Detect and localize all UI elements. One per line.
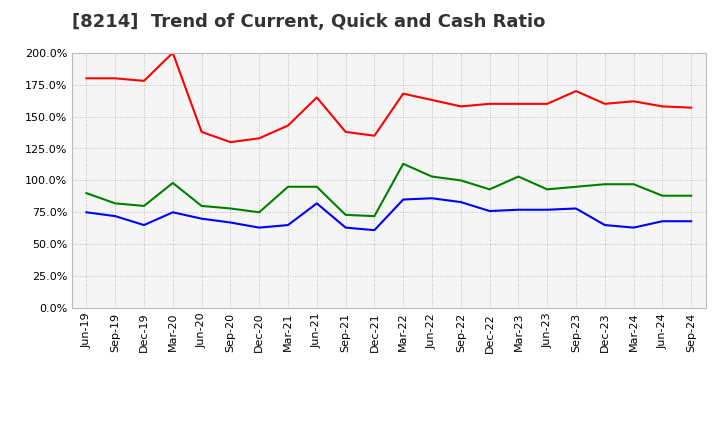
Quick Ratio	[341, 212, 350, 217]
Current Ratio	[572, 88, 580, 94]
Quick Ratio	[370, 213, 379, 219]
Quick Ratio	[456, 178, 465, 183]
Quick Ratio	[629, 182, 638, 187]
Line: Cash Ratio: Cash Ratio	[86, 198, 691, 230]
Current Ratio	[226, 139, 235, 145]
Cash Ratio	[456, 199, 465, 205]
Current Ratio	[485, 101, 494, 106]
Text: [8214]  Trend of Current, Quick and Cash Ratio: [8214] Trend of Current, Quick and Cash …	[72, 13, 545, 31]
Current Ratio	[543, 101, 552, 106]
Current Ratio	[111, 76, 120, 81]
Quick Ratio	[543, 187, 552, 192]
Cash Ratio	[572, 206, 580, 211]
Current Ratio	[255, 136, 264, 141]
Quick Ratio	[140, 203, 148, 209]
Cash Ratio	[312, 201, 321, 206]
Current Ratio	[312, 95, 321, 100]
Quick Ratio	[572, 184, 580, 189]
Current Ratio	[629, 99, 638, 104]
Current Ratio	[341, 129, 350, 135]
Cash Ratio	[255, 225, 264, 230]
Quick Ratio	[600, 182, 609, 187]
Cash Ratio	[485, 209, 494, 214]
Quick Ratio	[226, 206, 235, 211]
Quick Ratio	[111, 201, 120, 206]
Cash Ratio	[428, 196, 436, 201]
Cash Ratio	[197, 216, 206, 221]
Quick Ratio	[687, 193, 696, 198]
Current Ratio	[82, 76, 91, 81]
Current Ratio	[514, 101, 523, 106]
Cash Ratio	[658, 219, 667, 224]
Cash Ratio	[82, 210, 91, 215]
Cash Ratio	[341, 225, 350, 230]
Cash Ratio	[399, 197, 408, 202]
Current Ratio	[399, 91, 408, 96]
Quick Ratio	[82, 191, 91, 196]
Quick Ratio	[255, 210, 264, 215]
Cash Ratio	[629, 225, 638, 230]
Line: Quick Ratio: Quick Ratio	[86, 164, 691, 216]
Cash Ratio	[543, 207, 552, 213]
Current Ratio	[658, 104, 667, 109]
Current Ratio	[284, 123, 292, 128]
Cash Ratio	[168, 210, 177, 215]
Current Ratio	[140, 78, 148, 84]
Quick Ratio	[284, 184, 292, 189]
Line: Current Ratio: Current Ratio	[86, 53, 691, 142]
Cash Ratio	[284, 223, 292, 228]
Cash Ratio	[111, 213, 120, 219]
Cash Ratio	[140, 223, 148, 228]
Cash Ratio	[687, 219, 696, 224]
Cash Ratio	[600, 223, 609, 228]
Cash Ratio	[370, 227, 379, 233]
Quick Ratio	[428, 174, 436, 179]
Current Ratio	[428, 97, 436, 103]
Quick Ratio	[197, 203, 206, 209]
Quick Ratio	[514, 174, 523, 179]
Cash Ratio	[514, 207, 523, 213]
Quick Ratio	[658, 193, 667, 198]
Current Ratio	[687, 105, 696, 110]
Cash Ratio	[226, 220, 235, 225]
Current Ratio	[600, 101, 609, 106]
Quick Ratio	[168, 180, 177, 186]
Current Ratio	[456, 104, 465, 109]
Current Ratio	[197, 129, 206, 135]
Quick Ratio	[485, 187, 494, 192]
Quick Ratio	[399, 161, 408, 166]
Quick Ratio	[312, 184, 321, 189]
Current Ratio	[370, 133, 379, 139]
Current Ratio	[168, 50, 177, 55]
